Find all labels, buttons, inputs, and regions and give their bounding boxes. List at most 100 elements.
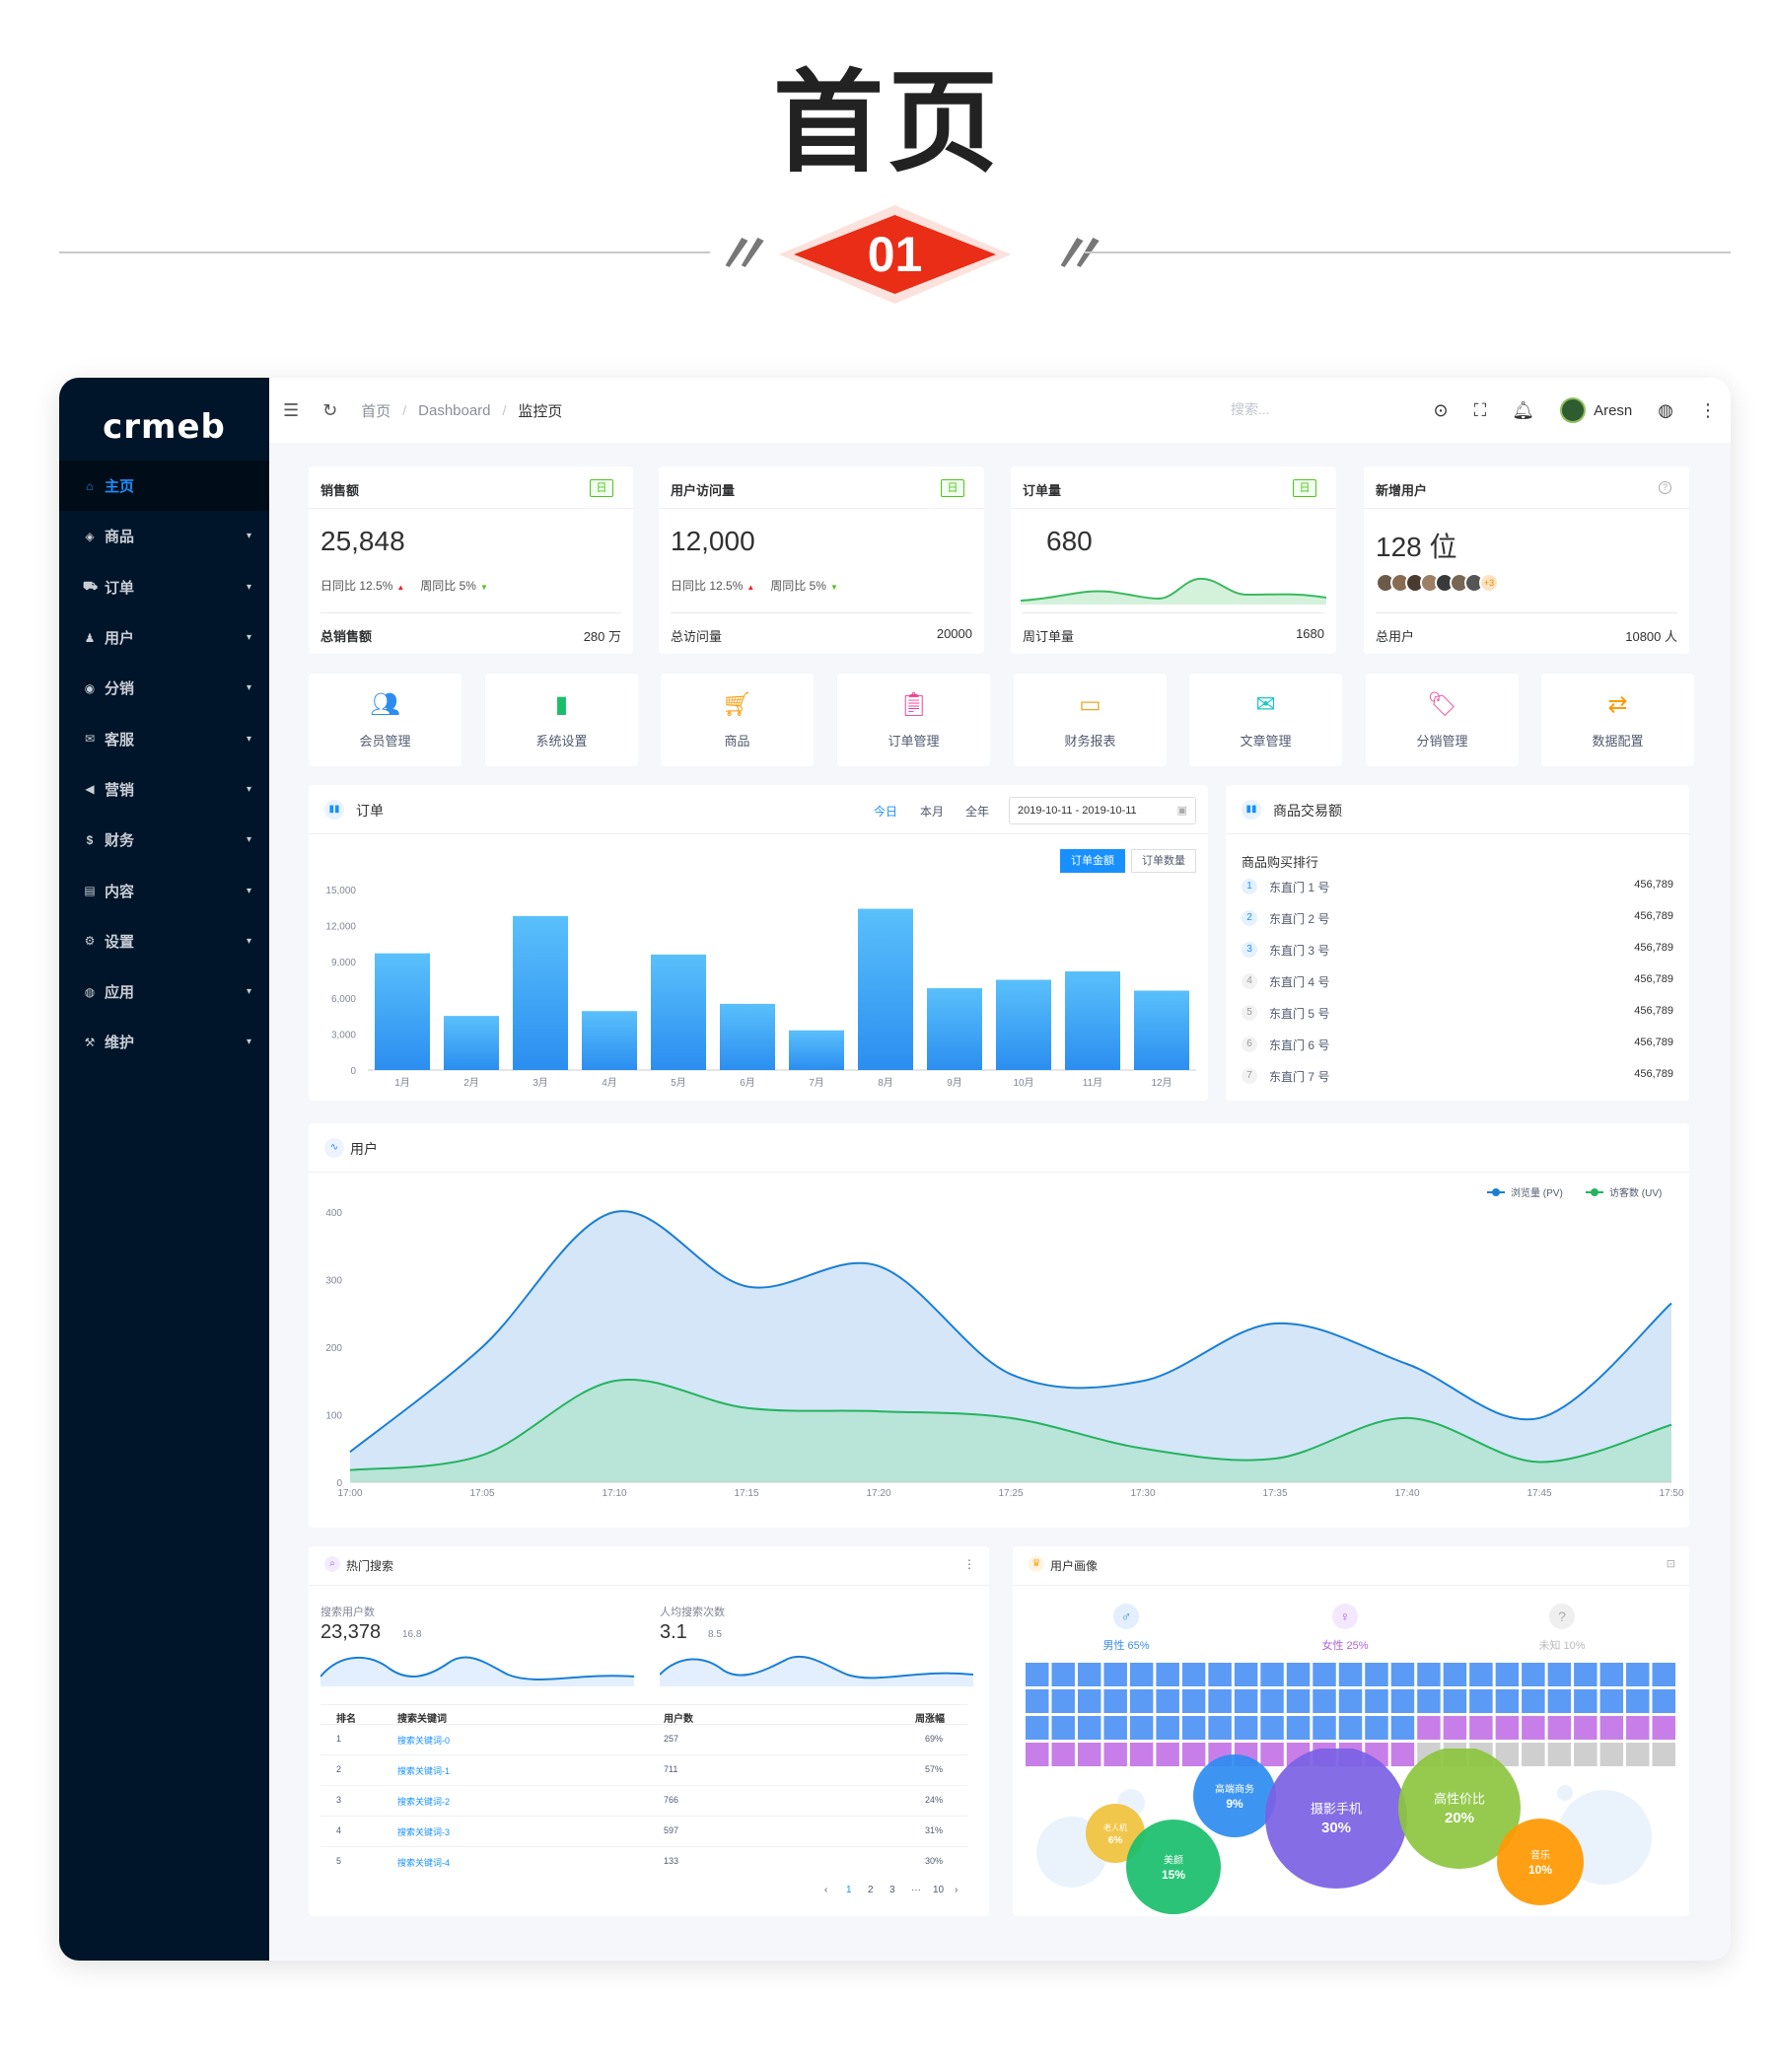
avg-search-value: 3.1	[660, 1621, 687, 1643]
sidebar-item[interactable]: $ 财务 ▾	[59, 815, 269, 865]
interest-bubble[interactable]	[1265, 1749, 1407, 1889]
search-input[interactable]: 搜索...	[1231, 401, 1270, 417]
filter-month[interactable]: 本月	[920, 805, 945, 819]
bar[interactable]	[858, 908, 913, 1070]
legend-uv[interactable]: 访客数 (UV)	[1586, 1184, 1662, 1199]
legend-pv[interactable]: 浏览量 (PV)	[1487, 1184, 1563, 1199]
mail-icon: ✉	[1255, 691, 1276, 718]
period-tag[interactable]: 日	[1293, 479, 1316, 497]
cell-keyword[interactable]: 搜索关键词-3	[397, 1827, 451, 1837]
quick-nav-item[interactable]: 🏷︎ 分销管理	[1366, 674, 1519, 766]
x-tick-label: 12月	[1151, 1077, 1172, 1089]
quick-nav-item[interactable]: ▭ 财务报表	[1014, 674, 1167, 766]
sidebar-item[interactable]: ♟ 用户 ▾	[59, 612, 269, 663]
bar[interactable]	[720, 1003, 775, 1070]
page-button[interactable]: ···	[911, 1885, 921, 1895]
column-header-keyword[interactable]: 搜索关键词	[397, 1714, 447, 1725]
bar[interactable]	[1134, 990, 1189, 1070]
sidebar-item[interactable]: ⚙ 设置 ▾	[59, 916, 269, 966]
breadcrumb-home[interactable]: 首页	[361, 402, 391, 420]
grid-cell	[1469, 1716, 1493, 1740]
avatar-more-count[interactable]: +3	[1479, 573, 1499, 593]
sidebar-item[interactable]: ⛟ 订单 ▾	[59, 562, 269, 612]
sidebar-item[interactable]: ◈ 商品 ▾	[59, 511, 269, 561]
sidebar-item[interactable]: ◍ 应用 ▾	[59, 966, 269, 1017]
period-tag[interactable]: 日	[941, 479, 964, 497]
series-line[interactable]	[349, 1379, 1672, 1471]
interest-bubble[interactable]	[1126, 1820, 1221, 1914]
sidebar-item[interactable]: ✉ 客服 ▾	[59, 713, 269, 763]
filter-year[interactable]: 全年	[965, 805, 990, 819]
breadcrumb-dashboard[interactable]: Dashboard	[418, 401, 491, 419]
fullscreen-icon[interactable]: ⛶	[1473, 399, 1487, 420]
divider	[1011, 508, 1336, 509]
banner-number: 01	[867, 227, 923, 282]
cell-keyword[interactable]: 搜索关键词-1	[397, 1766, 451, 1776]
sidebar-item[interactable]: ▤ 内容 ▾	[59, 865, 269, 915]
grid-cell	[1365, 1689, 1388, 1713]
avatar[interactable]	[1560, 397, 1587, 423]
quick-nav-item[interactable]: 📋︎ 订单管理	[837, 674, 990, 766]
cell-keyword[interactable]: 搜索关键词-4	[397, 1858, 451, 1868]
period-tag[interactable]: 日	[590, 479, 613, 497]
bar[interactable]	[513, 915, 568, 1070]
date-range-picker[interactable]: 2019-10-11 - 2019-10-11 ▣	[1009, 797, 1196, 824]
page-button[interactable]: ‹	[824, 1885, 828, 1895]
column-header-change[interactable]: 周涨幅	[915, 1714, 945, 1725]
bar[interactable]	[996, 979, 1051, 1071]
username[interactable]: Aresn	[1594, 401, 1633, 419]
interest-bubble[interactable]	[1398, 1749, 1521, 1869]
rank-number: 6	[1242, 1036, 1257, 1052]
sidebar-item[interactable]: ◉ 分销 ▾	[59, 663, 269, 713]
cell-keyword[interactable]: 搜索关键词-2	[397, 1797, 451, 1807]
bar[interactable]	[375, 953, 430, 1070]
page-button[interactable]: 10	[933, 1885, 945, 1895]
target-icon[interactable]: ⊙	[1433, 399, 1449, 420]
grid-cell	[1547, 1716, 1572, 1740]
bar[interactable]	[1065, 970, 1120, 1070]
cell-keyword[interactable]: 搜索关键词-0	[397, 1736, 451, 1746]
quick-nav-item[interactable]: ✉ 文章管理	[1189, 674, 1342, 766]
page-button[interactable]: 1	[846, 1885, 852, 1895]
quick-nav-item[interactable]: 🛒︎ 商品	[661, 674, 814, 766]
sidebar-item[interactable]: ⌂ 主页	[59, 461, 269, 512]
series-area	[350, 1379, 1671, 1482]
bell-icon[interactable]: 🔔︎	[1512, 399, 1535, 420]
bar[interactable]	[582, 1011, 637, 1070]
refresh-icon[interactable]: ↻	[322, 399, 338, 420]
quick-nav-item[interactable]: ⇄ 数据配置	[1541, 674, 1694, 766]
grid-cell	[1156, 1663, 1179, 1686]
menu-icon: ◉	[84, 680, 96, 695]
column-header-users[interactable]: 用户数	[664, 1714, 693, 1725]
bubble-value: 10%	[1528, 1863, 1552, 1877]
bar[interactable]	[789, 1030, 844, 1070]
bar[interactable]	[927, 988, 982, 1070]
cell-users: 597	[664, 1825, 679, 1835]
globe-icon[interactable]: ◍	[1658, 399, 1673, 420]
seg-order-count[interactable]: 订单数量	[1131, 849, 1196, 873]
quick-nav-item[interactable]: ▮ 系统设置	[485, 674, 638, 766]
bar[interactable]	[651, 954, 706, 1070]
expand-icon[interactable]: ⊡	[1666, 1558, 1675, 1570]
chevron-down-icon: ▾	[246, 986, 251, 998]
page-button[interactable]: 3	[889, 1885, 895, 1895]
x-tick-label: 11月	[1083, 1077, 1102, 1089]
grid-cell	[1338, 1663, 1363, 1686]
sidebar-item[interactable]: ◀ 营销 ▾	[59, 764, 269, 815]
filter-today[interactable]: 今日	[874, 805, 898, 819]
column-header-rank[interactable]: 排名	[336, 1714, 356, 1725]
menu-collapse-icon[interactable]: ☰	[283, 399, 300, 420]
seg-order-amount[interactable]: 订单金额	[1060, 849, 1125, 873]
series-line[interactable]	[349, 1210, 1672, 1453]
interest-bubble[interactable]	[1193, 1754, 1276, 1837]
page-button[interactable]: ›	[955, 1885, 958, 1895]
bar[interactable]	[444, 1016, 499, 1070]
grid-cell	[1077, 1743, 1101, 1766]
help-icon[interactable]: ?	[1659, 481, 1671, 494]
quick-nav-item[interactable]: 👥︎ 会员管理	[309, 674, 462, 766]
more-icon[interactable]: ⋮	[1699, 399, 1717, 420]
interest-bubble[interactable]	[1497, 1819, 1584, 1905]
sidebar-item[interactable]: ⚒ 维护 ▾	[59, 1017, 269, 1067]
more-icon[interactable]: ⋮	[963, 1557, 975, 1571]
page-button[interactable]: 2	[868, 1885, 874, 1895]
